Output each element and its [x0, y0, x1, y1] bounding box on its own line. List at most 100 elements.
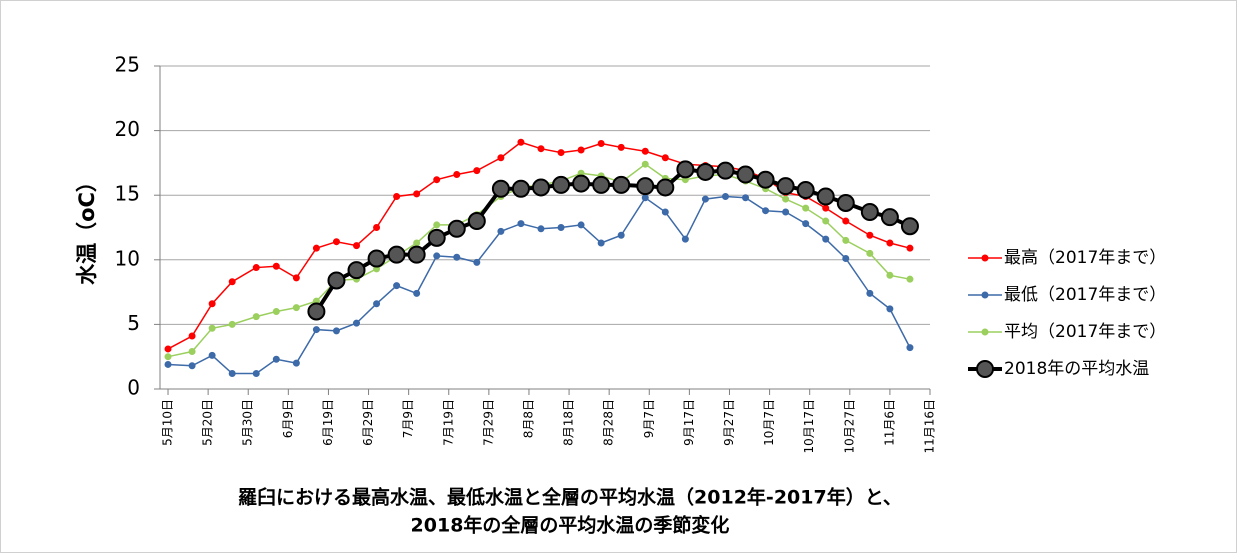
data-point [816, 187, 835, 206]
data-point [164, 360, 172, 368]
data-point [517, 220, 525, 228]
data-point [393, 192, 401, 200]
data-point [782, 208, 790, 216]
x-tick-label: 8月8日 [521, 399, 535, 438]
data-point [572, 174, 591, 193]
y-tick-label: 0 [127, 376, 140, 400]
data-point [188, 362, 196, 370]
data-point [347, 261, 366, 280]
data-point [413, 289, 421, 297]
data-point [552, 175, 571, 194]
data-point [272, 307, 280, 315]
data-point [208, 351, 216, 359]
data-point [497, 227, 505, 235]
x-tick-label: 5月10日 [161, 399, 175, 446]
data-point [292, 304, 300, 312]
data-point [373, 300, 381, 308]
data-point [252, 369, 260, 377]
data-point [782, 195, 790, 203]
data-point [164, 345, 172, 353]
x-tick-label: 9月27日 [722, 399, 736, 446]
x-tick-label: 11月16日 [923, 399, 937, 454]
data-point [188, 332, 196, 340]
data-point [822, 217, 830, 225]
data-point [473, 258, 481, 266]
data-point [886, 271, 894, 279]
data-point [447, 219, 466, 238]
data-point [721, 192, 729, 200]
y-tick-label: 10 [115, 246, 140, 270]
data-point [641, 147, 649, 155]
legend-marker [981, 328, 989, 336]
data-point [742, 194, 750, 202]
data-point [327, 271, 346, 290]
data-point [866, 249, 874, 257]
x-tick-label: 8月28日 [602, 399, 616, 446]
data-point [906, 275, 914, 283]
data-point [822, 204, 830, 212]
data-point [802, 220, 810, 228]
data-point [228, 278, 236, 286]
data-point [836, 193, 855, 212]
y-axis-label: 水温（oC） [75, 171, 99, 285]
x-tick-label: 10月17日 [802, 399, 816, 454]
data-point [407, 245, 426, 264]
data-point [413, 190, 421, 198]
data-point [208, 300, 216, 308]
data-point [433, 221, 441, 229]
data-point [473, 167, 481, 175]
data-point [701, 195, 709, 203]
data-point [906, 344, 914, 352]
x-tick-label: 6月9日 [281, 399, 295, 438]
x-tick-label: 8月18日 [562, 399, 576, 446]
data-point [656, 178, 675, 197]
data-point [842, 236, 850, 244]
data-point [886, 239, 894, 247]
legend-marker [976, 360, 994, 378]
data-point [866, 289, 874, 297]
y-tick-label: 25 [115, 53, 140, 77]
data-point [537, 145, 545, 153]
data-point [641, 194, 649, 202]
data-point [577, 146, 585, 154]
x-tick-label: 7月19日 [441, 399, 455, 446]
data-point [661, 208, 669, 216]
data-point [537, 225, 545, 233]
data-point [373, 224, 381, 231]
data-point [188, 348, 196, 356]
x-tick-label: 6月29日 [361, 399, 375, 446]
data-point [842, 255, 850, 263]
data-point [886, 305, 894, 313]
data-point [292, 359, 300, 367]
x-tick-label: 10月7日 [762, 399, 776, 446]
data-point [716, 161, 735, 180]
data-point [900, 217, 919, 236]
data-point [164, 353, 172, 361]
data-point [312, 326, 320, 334]
data-point [636, 177, 655, 196]
data-point [736, 165, 755, 184]
data-point [756, 170, 775, 189]
y-tick-label: 15 [115, 182, 140, 206]
x-tick-label: 7月9日 [401, 399, 415, 438]
data-point [292, 274, 300, 282]
data-point [353, 242, 361, 250]
data-point [367, 249, 386, 268]
data-point [577, 221, 585, 229]
data-point [272, 262, 280, 270]
data-point [557, 149, 565, 157]
x-tick-label: 10月27日 [842, 399, 856, 454]
data-point [802, 204, 810, 212]
data-point [332, 327, 340, 335]
data-point [433, 176, 441, 184]
data-point [860, 202, 879, 221]
data-point [307, 302, 326, 321]
data-point [312, 244, 320, 252]
data-point [228, 320, 236, 328]
data-point [208, 324, 216, 332]
data-point [467, 212, 486, 231]
data-point [511, 179, 530, 198]
